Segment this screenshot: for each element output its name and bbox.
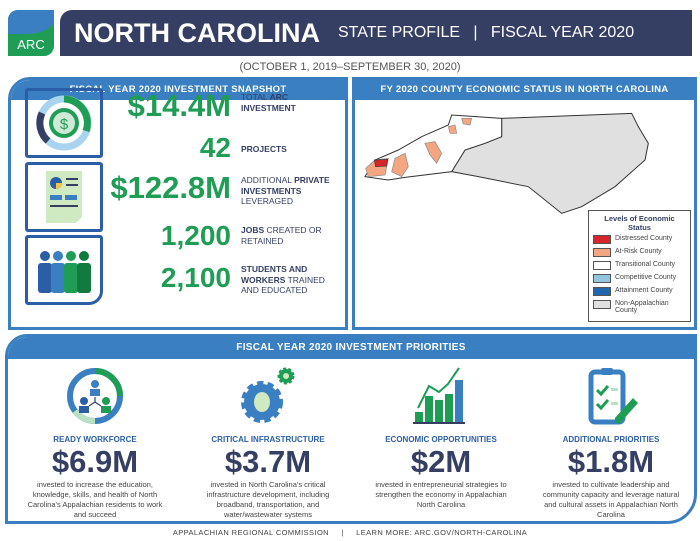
legend-swatch: [593, 274, 611, 283]
priority-title: CRITICAL INFRASTRUCTURE: [211, 435, 325, 444]
priority-amount: $6.9M: [51, 444, 139, 479]
stat-arc-investment: $14.4M: [11, 88, 231, 128]
stat-value: 1,200: [160, 220, 231, 251]
legend-item: Non-Appalachian County: [593, 300, 686, 314]
growth-chart-icon: [356, 359, 526, 433]
label-bold: PRIVATE INVESTMENTS: [241, 175, 330, 196]
stat-value: $14.4M: [127, 88, 231, 123]
page-title: NORTH CAROLINA: [74, 17, 320, 48]
stat-value: 42: [199, 132, 231, 163]
legend-item: Transitional County: [593, 261, 686, 270]
legend-item: Attainment County: [593, 287, 686, 296]
gear-icon: [183, 359, 353, 433]
label-text: CREATED OR RETAINED: [241, 225, 322, 246]
priority-description: invested in North Carolina's critical in…: [206, 480, 330, 519]
map-panel: FY 2020 COUNTY ECONOMIC STATUS IN NORTH …: [352, 77, 697, 330]
arc-logo: ARC: [8, 10, 54, 56]
priority-critical-infrastructure: CRITICAL INFRASTRUCTURE $3.7M invested i…: [183, 359, 353, 520]
priority-amount: $2M: [410, 444, 472, 479]
legend-label: Attainment County: [615, 287, 673, 294]
stat-label: STUDENTS AND WORKERS TRAINED AND EDUCATE…: [241, 264, 343, 296]
svg-text:$: $: [60, 116, 69, 133]
priorities-title: FISCAL YEAR 2020 INVESTMENT PRIORITIES: [8, 337, 694, 359]
stat-value: 2,100: [160, 262, 231, 293]
label-text: ADDITIONAL: [241, 175, 295, 185]
legend-swatch: [593, 300, 611, 309]
label-bold: STUDENTS AND WORKERS: [241, 264, 308, 285]
legend-item: Competitive County: [593, 274, 686, 283]
workforce-icon: [10, 359, 180, 433]
people-icon: [25, 235, 103, 305]
legend-item: At-Risk County: [593, 248, 686, 257]
legend-item: Distressed County: [593, 235, 686, 244]
priority-description: invested in entrepreneurial strategies t…: [375, 480, 507, 509]
priority-title: READY WORKFORCE: [53, 435, 137, 444]
report-icon: [25, 162, 103, 232]
header-bar: NORTH CAROLINA STATE PROFILE | FISCAL YE…: [60, 10, 692, 56]
priorities-panel: FISCAL YEAR 2020 INVESTMENT PRIORITIES R…: [5, 334, 697, 524]
priority-amount: $1.8M: [567, 444, 655, 479]
priority-economic-opportunities: ECONOMIC OPPORTUNITIES $2M invested in e…: [356, 359, 526, 510]
at-risk-counties: [365, 118, 473, 178]
snapshot-title: FISCAL YEAR 2020 INVESTMENT SNAPSHOT: [11, 80, 345, 100]
legend-label: Distressed County: [615, 235, 673, 242]
investment-icon: $: [25, 88, 103, 158]
priority-ready-workforce: READY WORKFORCE $6.9M invested to increa…: [10, 359, 180, 520]
label-bold: PROJECTS: [241, 144, 287, 154]
label-text: TOTAL: [241, 92, 270, 102]
map-title: FY 2020 COUNTY ECONOMIC STATUS IN NORTH …: [355, 80, 694, 100]
legend-title: Levels of Economic Status: [604, 214, 675, 232]
logo-text: ARC: [17, 37, 45, 52]
distressed-county: [373, 158, 389, 168]
priority-amount: $3.7M: [224, 444, 312, 479]
priority-title: ADDITIONAL PRIORITIES: [562, 435, 660, 444]
stat-value: $122.8M: [110, 170, 231, 205]
legend-swatch: [593, 248, 611, 257]
priority-description: invested to increase the education, know…: [27, 480, 163, 519]
map-legend: Levels of Economic Status Distressed Cou…: [588, 210, 691, 322]
stat-label: ADDITIONAL PRIVATE INVESTMENTS LEVERAGED: [241, 175, 343, 207]
label-bold: ARC INVESTMENT: [241, 92, 296, 113]
footer: APPALACHIAN REGIONAL COMMISSION | LEARN …: [172, 528, 528, 537]
stat-label: JOBS CREATED OR RETAINED: [241, 225, 331, 246]
priority-additional: ADDITIONAL PRIORITIES $1.8M invested to …: [526, 359, 694, 520]
legend-swatch: [593, 287, 611, 296]
page-subtitle: STATE PROFILE | FISCAL YEAR 2020: [337, 24, 635, 41]
snapshot-panel: FISCAL YEAR 2020 INVESTMENT SNAPSHOT $ $…: [8, 77, 348, 330]
clipboard-check-icon: [526, 359, 694, 433]
priority-description: invested to cultivate leadership and com…: [542, 480, 680, 519]
stat-label: TOTAL ARC INVESTMENT: [241, 92, 343, 113]
legend-label: Non-Appalachian County: [615, 300, 669, 314]
legend-label: At-Risk County: [615, 248, 662, 255]
legend-label: Transitional County: [615, 261, 676, 268]
label-text: LEVERAGED: [241, 196, 293, 206]
stat-label: PROJECTS: [241, 144, 343, 155]
label-text: TRAINED AND EDUCATED: [241, 274, 325, 296]
legend-swatch: [593, 261, 611, 270]
legend-swatch: [593, 235, 611, 244]
fiscal-dates: (OCTOBER 1, 2019–SEPTEMBER 30, 2020): [239, 61, 461, 73]
legend-label: Competitive County: [615, 274, 677, 281]
label-bold: JOBS: [241, 225, 265, 235]
priority-title: ECONOMIC OPPORTUNITIES: [385, 435, 497, 444]
nc-county-map: [364, 112, 649, 214]
